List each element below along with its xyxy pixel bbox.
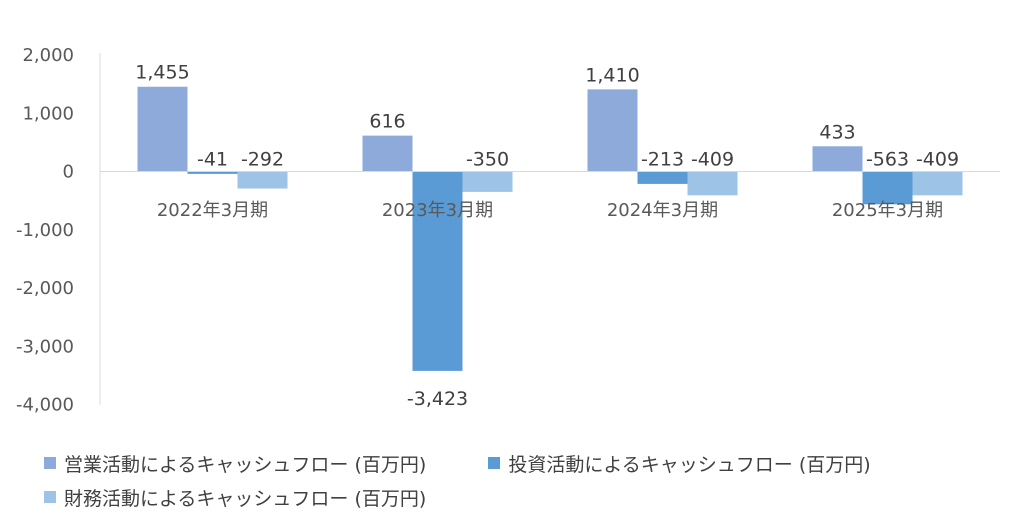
data-label: 433 (819, 121, 855, 143)
bar (412, 171, 463, 371)
data-label: -350 (466, 149, 509, 171)
legend-item-financing: 財務活動によるキャッシュフロー (百万円) (44, 480, 426, 514)
legend-swatch-investing (488, 457, 501, 469)
data-label: 1,455 (135, 62, 189, 84)
legend: 営業活動によるキャッシュフロー (百万円) 投資活動によるキャッシュフロー (百… (44, 446, 1014, 514)
data-label: -292 (241, 149, 284, 171)
data-label: -41 (197, 149, 228, 171)
data-label: -3,423 (407, 388, 468, 410)
data-label: -409 (691, 149, 734, 171)
bar (687, 171, 738, 196)
bar (812, 146, 863, 172)
data-label: -409 (916, 149, 959, 171)
x-tick-label: 2022年3月期 (157, 200, 268, 221)
x-tick-label: 2023年3月期 (382, 200, 493, 221)
y-tick-label: 2,000 (22, 45, 74, 66)
legend-label-financing: 財務活動によるキャッシュフロー (百万円) (64, 487, 427, 510)
bar (862, 171, 913, 205)
data-label: 1,410 (585, 64, 639, 86)
cash-flow-chart: 2,000 1,000 0 -1,000 -2,000 -3,000 -4,000 2022年… (16, 45, 1000, 416)
bar (237, 171, 288, 189)
data-label: 616 (369, 111, 405, 133)
y-tick-label: -4,000 (16, 395, 74, 416)
y-tick-label: -3,000 (16, 336, 74, 357)
bar (587, 89, 638, 172)
bar (912, 171, 963, 196)
bar (187, 171, 238, 174)
x-tick-label: 2024年3月期 (607, 200, 718, 221)
y-tick-label: -2,000 (16, 278, 74, 299)
legend-item-investing: 投資活動によるキャッシュフロー (百万円) (488, 446, 871, 480)
y-tick-label: 1,000 (22, 103, 74, 124)
data-label: -563 (866, 149, 909, 171)
bar (637, 171, 688, 184)
x-tick-label: 2025年3月期 (832, 200, 943, 221)
legend-label-operating: 営業活動によるキャッシュフロー (百万円) (64, 453, 427, 476)
data-label: -213 (641, 149, 684, 171)
y-tick-label: -1,000 (16, 220, 74, 241)
legend-swatch-financing (44, 491, 56, 503)
bar (137, 86, 188, 172)
bar (362, 135, 413, 172)
legend-swatch-operating (44, 457, 56, 469)
bar (462, 171, 513, 192)
y-tick-label: 0 (63, 162, 74, 183)
legend-label-investing: 投資活動によるキャッシュフロー (百万円) (508, 453, 871, 476)
legend-item-operating: 営業活動によるキャッシュフロー (百万円) (44, 446, 426, 480)
